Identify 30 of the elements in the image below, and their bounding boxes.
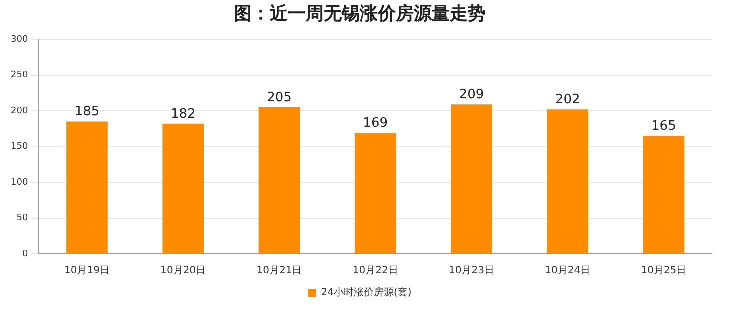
y-tick-label: 200 [10,106,28,116]
data-label: 209 [459,88,484,103]
y-tick-label: 250 [10,70,28,81]
bar [643,136,685,254]
x-tick-label: 10月23日 [448,266,494,277]
legend-label: 24小时涨价房源(套) [321,286,412,299]
x-tick-label: 10月21日 [256,266,302,277]
data-label: 202 [555,92,580,108]
chart-title: 图：近一周无锡涨价房源量走势 [234,3,486,24]
data-label: 182 [170,106,196,122]
x-tick-label: 10月20日 [160,266,206,277]
bar [66,122,108,254]
data-label: 185 [74,104,100,120]
x-tick-label: 10月22日 [352,266,398,277]
x-tick-label: 10月25日 [641,266,687,277]
data-label: 169 [363,116,388,132]
y-tick-label: 50 [16,214,28,224]
y-tick-label: 0 [22,249,28,260]
data-label: 165 [652,118,676,134]
bar [354,133,396,254]
bar [547,110,588,254]
y-tick-label: 300 [10,34,28,45]
bar [162,124,204,254]
bar [258,107,300,254]
x-tick-label: 10月19日 [64,266,110,277]
y-tick-label: 100 [10,178,28,188]
x-tick-label: 10月24日 [545,266,591,277]
bar [451,104,492,254]
data-label: 205 [267,90,292,106]
y-tick-label: 150 [10,142,28,152]
